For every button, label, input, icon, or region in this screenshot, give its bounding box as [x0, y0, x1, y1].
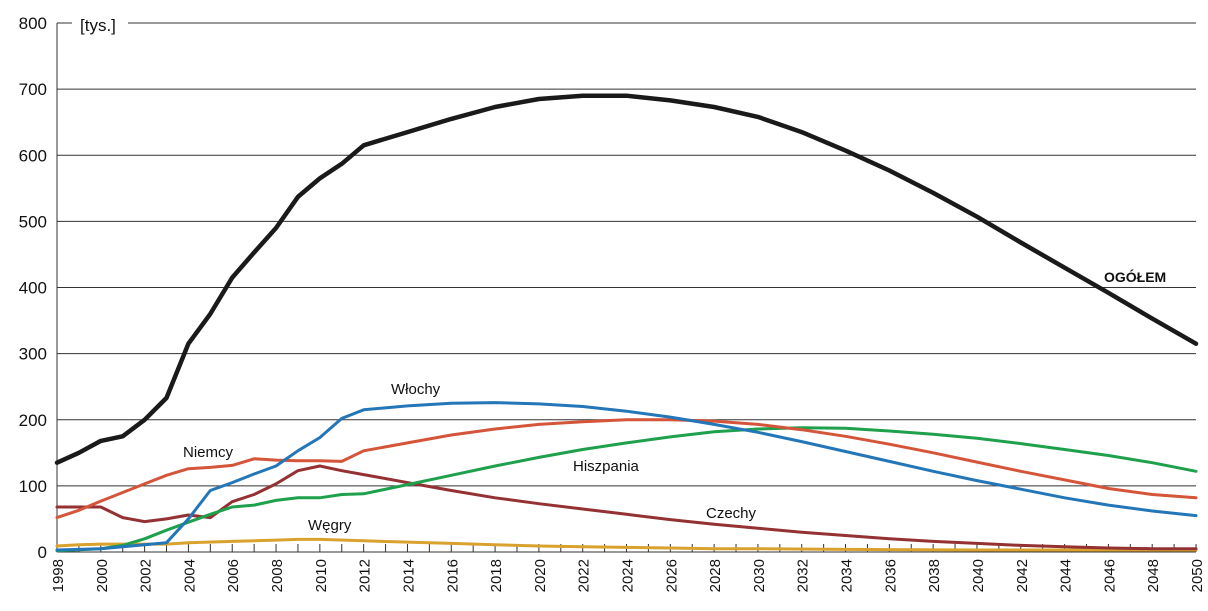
- x-tick-label: 2038: [926, 559, 943, 592]
- series-lines: [54, 93, 1199, 553]
- x-tick-label: 2008: [269, 559, 286, 592]
- x-tick-label: 2040: [970, 559, 987, 592]
- series-label-4: Czechy: [706, 505, 757, 522]
- y-tick-label: 400: [19, 279, 47, 298]
- series-line-1: [55, 401, 1198, 552]
- x-tick-label: 2026: [663, 559, 680, 592]
- x-tick-label: 2004: [181, 559, 198, 592]
- y-tick-label: 500: [19, 212, 47, 231]
- x-tick-label: 2048: [1145, 559, 1162, 592]
- x-tick-label: 2024: [620, 559, 637, 592]
- x-tick-label: 2022: [576, 559, 593, 592]
- x-tick-label: 2006: [225, 559, 242, 592]
- series-label-2: Niemcy: [183, 444, 234, 461]
- y-tick-label: 300: [19, 345, 47, 364]
- y-tick-label: 700: [19, 80, 47, 99]
- x-tick-label: 2036: [882, 559, 899, 592]
- x-tick-label: 2034: [839, 559, 856, 592]
- x-tick-label: 2042: [1014, 559, 1031, 592]
- x-tick-label: 2000: [94, 559, 111, 592]
- x-tick-label: 2020: [532, 559, 549, 592]
- series-line-0: [54, 93, 1199, 465]
- x-tick-label: 2014: [400, 559, 417, 592]
- y-tick-label: 200: [19, 411, 47, 430]
- x-tick-label: 2002: [138, 559, 155, 592]
- x-tick-label: 2044: [1058, 559, 1075, 592]
- series-label-3: Hiszpania: [573, 458, 640, 475]
- y-tick-label: 0: [38, 543, 47, 562]
- x-tick-label: 2050: [1189, 559, 1206, 592]
- x-tick-label: 2028: [707, 559, 724, 592]
- x-tick-label: 2030: [751, 559, 768, 592]
- series-line-4: [55, 464, 1198, 551]
- x-axis: 1998 2000 2002 2004 2006 2008 2010 2012 2014 2016…: [50, 544, 1206, 592]
- series-label-1: Włochy: [391, 381, 441, 398]
- x-tick-label: 2046: [1101, 559, 1118, 592]
- x-tick-label: 2016: [444, 559, 461, 592]
- x-tick-label: 2018: [488, 559, 505, 592]
- series-line-2: [55, 418, 1198, 520]
- series-labels: OGÓŁEM Włochy Niemcy Hiszpania Czechy Węgry: [183, 268, 1166, 534]
- y-tick-label: 100: [19, 477, 47, 496]
- unit-label: [tys.]: [80, 16, 116, 35]
- y-tick-label: 800: [19, 14, 47, 33]
- x-tick-label: 2032: [795, 559, 812, 592]
- series-label-0: OGÓŁEM: [1104, 268, 1166, 285]
- gridlines: [56, 22, 1196, 553]
- series-line-3: [55, 426, 1198, 553]
- x-tick-label: 2012: [357, 559, 374, 592]
- series-label-5: Węgry: [308, 517, 352, 534]
- x-tick-label: 1998: [50, 559, 67, 592]
- y-tick-label: 600: [19, 146, 47, 165]
- x-tick-label: 2010: [313, 559, 330, 592]
- y-axis: 0 100 200 300 400 500 600 700 800: [19, 14, 47, 562]
